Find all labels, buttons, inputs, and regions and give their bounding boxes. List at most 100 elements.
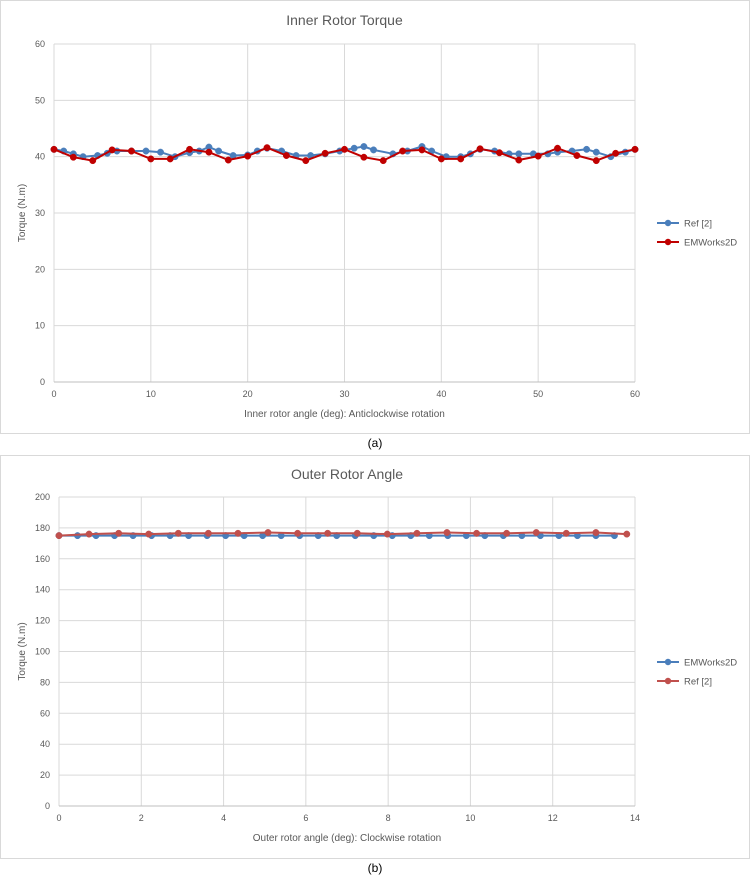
y-tick-label: 40 (40, 739, 50, 749)
data-point (324, 529, 332, 537)
data-point (370, 146, 377, 154)
data-point (623, 530, 631, 538)
data-point (573, 152, 581, 159)
data-point (205, 148, 213, 156)
x-tick-label: 4 (221, 813, 226, 823)
data-point (457, 155, 465, 163)
legend-swatch-marker (664, 238, 672, 246)
data-point (55, 532, 63, 540)
data-point (50, 145, 58, 153)
x-tick-label: 20 (243, 389, 253, 399)
data-point (85, 530, 93, 538)
y-tick-label: 50 (35, 95, 45, 105)
data-point (215, 147, 223, 155)
data-point (476, 145, 484, 153)
data-point (583, 145, 591, 153)
data-point (108, 146, 116, 154)
chart-title: Inner Rotor Torque (286, 12, 403, 28)
data-point (360, 143, 368, 150)
y-tick-label: 30 (35, 208, 45, 218)
data-point (224, 156, 232, 164)
y-tick-label: 40 (35, 152, 45, 162)
legend-entry: Ref [2] (657, 677, 712, 688)
data-point (554, 144, 561, 152)
data-point (321, 149, 329, 157)
data-point (360, 153, 368, 161)
data-point (495, 149, 503, 157)
data-point (128, 147, 135, 155)
data-point (69, 153, 77, 161)
caption-b: (b) (367, 861, 383, 875)
chart-title: Outer Rotor Angle (291, 466, 403, 482)
data-point (631, 145, 639, 153)
data-point (592, 148, 600, 156)
series-line (58, 531, 627, 537)
legend-swatch-marker (664, 219, 672, 227)
data-point (383, 530, 391, 538)
y-axis-label: Torque (N.m) (17, 184, 28, 242)
data-point (612, 149, 620, 157)
data-point (515, 156, 523, 164)
x-tick-label: 0 (51, 389, 56, 399)
legend-entry: EMWorks2D (657, 238, 737, 249)
data-point (145, 530, 153, 538)
y-tick-label: 120 (35, 616, 50, 626)
y-tick-label: 10 (35, 321, 45, 331)
data-point (166, 155, 174, 163)
data-point (204, 529, 212, 537)
y-tick-label: 20 (40, 770, 50, 780)
data-point (115, 529, 123, 537)
data-point (353, 529, 361, 537)
chart-panel-inner-rotor-torque: Inner Rotor Torque 0 10 20 30 40 50 60 0 10 20 30 40… (0, 0, 750, 434)
data-point (534, 152, 542, 160)
x-tick-label: 2 (139, 813, 144, 823)
data-point (503, 529, 511, 537)
data-point (399, 147, 407, 155)
x-tick-label: 8 (386, 813, 391, 823)
data-point (437, 155, 445, 163)
data-point (443, 529, 451, 536)
x-tick-label: 6 (303, 813, 308, 823)
x-tick-label: 50 (533, 389, 543, 399)
legend-swatch-marker (664, 658, 672, 666)
y-tick-label: 60 (40, 708, 50, 718)
data-point (157, 148, 164, 156)
y-tick-label: 0 (40, 377, 45, 387)
y-tick-label: 80 (40, 677, 50, 687)
y-tick-label: 0 (45, 801, 50, 811)
data-point (174, 529, 182, 537)
y-axis-label: Torque (N.m) (17, 622, 28, 680)
x-tick-label: 60 (630, 389, 640, 399)
legend-entry: EMWorks2D (657, 658, 737, 669)
data-point (532, 529, 540, 536)
data-point (413, 529, 421, 537)
legend-label: EMWorks2D (684, 658, 737, 669)
data-point (263, 144, 271, 152)
y-tick-label: 160 (35, 554, 50, 564)
data-point (473, 529, 481, 537)
chart-panel-outer-rotor-angle: Outer Rotor Angle 0 2 4 6 8 10 12 14 0 20 40 60 80 100… (0, 455, 750, 859)
data-point (147, 155, 155, 163)
y-tick-label: 180 (35, 523, 50, 533)
data-point (379, 157, 387, 165)
data-point (341, 145, 348, 153)
series-1 (50, 144, 639, 165)
x-axis-label: Outer rotor angle (deg): Clockwise rotat… (253, 833, 441, 844)
x-tick-label: 0 (56, 813, 61, 823)
data-point (89, 157, 97, 165)
data-point (244, 152, 252, 160)
series-1 (55, 529, 631, 540)
x-tick-label: 10 (146, 389, 156, 399)
data-point (562, 529, 570, 537)
x-tick-label: 12 (548, 813, 558, 823)
data-point (515, 150, 523, 158)
caption-a: (a) (367, 436, 383, 450)
x-tick-label: 40 (436, 389, 446, 399)
x-tick-label: 30 (339, 389, 349, 399)
data-point (142, 147, 150, 155)
y-tick-label: 100 (35, 647, 50, 657)
y-tick-label: 140 (35, 585, 50, 595)
legend-label: EMWorks2D (684, 238, 737, 249)
y-tick-label: 200 (35, 492, 50, 502)
data-point (186, 145, 194, 153)
